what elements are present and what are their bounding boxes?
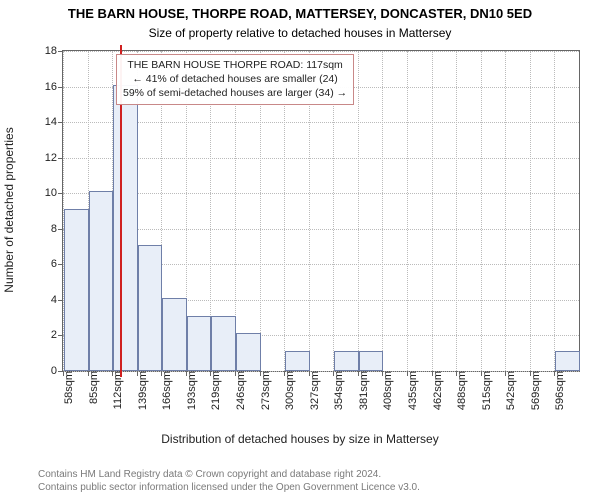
histogram-bar: [113, 85, 138, 371]
xtick-label: 462sqm: [428, 371, 444, 410]
gridline-v: [505, 51, 506, 371]
annotation-line2: ← 41% of detached houses are smaller (24…: [123, 72, 347, 86]
gridline-v: [456, 51, 457, 371]
footer-attribution: Contains HM Land Registry data © Crown c…: [38, 468, 420, 494]
histogram-bar: [236, 333, 261, 371]
gridline-v: [554, 51, 555, 371]
xtick-label: 139sqm: [133, 371, 149, 410]
histogram-bar: [64, 209, 89, 371]
gridline-h: [63, 51, 579, 52]
xtick-label: 435sqm: [403, 371, 419, 410]
xtick-label: 112sqm: [108, 371, 124, 409]
xtick-label: 300sqm: [280, 371, 296, 410]
ytick-label: 2: [51, 329, 63, 341]
ytick-label: 12: [45, 152, 63, 164]
gridline-h: [63, 193, 579, 194]
gridline-v: [530, 51, 531, 371]
histogram-bar: [555, 351, 580, 371]
xtick-label: 327sqm: [305, 371, 321, 410]
chart-title-line1: THE BARN HOUSE, THORPE ROAD, MATTERSEY, …: [0, 6, 600, 21]
ytick-label: 18: [45, 45, 63, 57]
histogram-bar: [89, 191, 114, 371]
gridline-h: [63, 158, 579, 159]
histogram-bar: [187, 316, 212, 371]
footer-line2: Contains public sector information licen…: [38, 481, 420, 494]
annotation-line3: 59% of semi-detached houses are larger (…: [123, 86, 347, 100]
ytick-label: 4: [51, 294, 63, 306]
annotation-line1: THE BARN HOUSE THORPE ROAD: 117sqm: [123, 58, 347, 72]
ytick-label: 8: [51, 223, 63, 235]
xtick-label: 354sqm: [329, 371, 345, 410]
ytick-label: 10: [45, 187, 63, 199]
xtick-label: 166sqm: [157, 371, 173, 410]
gridline-h: [63, 229, 579, 230]
xtick-label: 542sqm: [501, 371, 517, 410]
ytick-label: 6: [51, 258, 63, 270]
chart-title-line2: Size of property relative to detached ho…: [0, 26, 600, 40]
ytick-label: 14: [45, 116, 63, 128]
gridline-v: [481, 51, 482, 371]
gridline-v: [407, 51, 408, 371]
xtick-label: 488sqm: [452, 371, 468, 410]
gridline-h: [63, 122, 579, 123]
histogram-bar: [138, 245, 163, 371]
histogram-bar: [211, 316, 236, 371]
xtick-label: 273sqm: [256, 371, 272, 410]
ytick-label: 16: [45, 81, 63, 93]
xtick-label: 219sqm: [206, 371, 222, 410]
xtick-label: 246sqm: [231, 371, 247, 410]
chart-ylabel: Number of detached properties: [2, 127, 16, 292]
xtick-label: 58sqm: [59, 371, 75, 404]
histogram-bar: [285, 351, 310, 371]
chart-xlabel: Distribution of detached houses by size …: [0, 432, 600, 446]
xtick-label: 85sqm: [84, 371, 100, 404]
gridline-v: [432, 51, 433, 371]
gridline-v: [358, 51, 359, 371]
histogram-bar: [334, 351, 359, 371]
xtick-label: 193sqm: [182, 371, 198, 410]
histogram-bar: [162, 298, 187, 371]
footer-line1: Contains HM Land Registry data © Crown c…: [38, 468, 420, 481]
xtick-label: 515sqm: [477, 371, 493, 410]
xtick-label: 408sqm: [378, 371, 394, 410]
gridline-v: [382, 51, 383, 371]
histogram-bar: [359, 351, 384, 371]
xtick-label: 381sqm: [354, 371, 370, 410]
xtick-label: 569sqm: [526, 371, 542, 410]
chart-annotation-box: THE BARN HOUSE THORPE ROAD: 117sqm ← 41%…: [116, 54, 354, 105]
xtick-label: 596sqm: [550, 371, 566, 410]
